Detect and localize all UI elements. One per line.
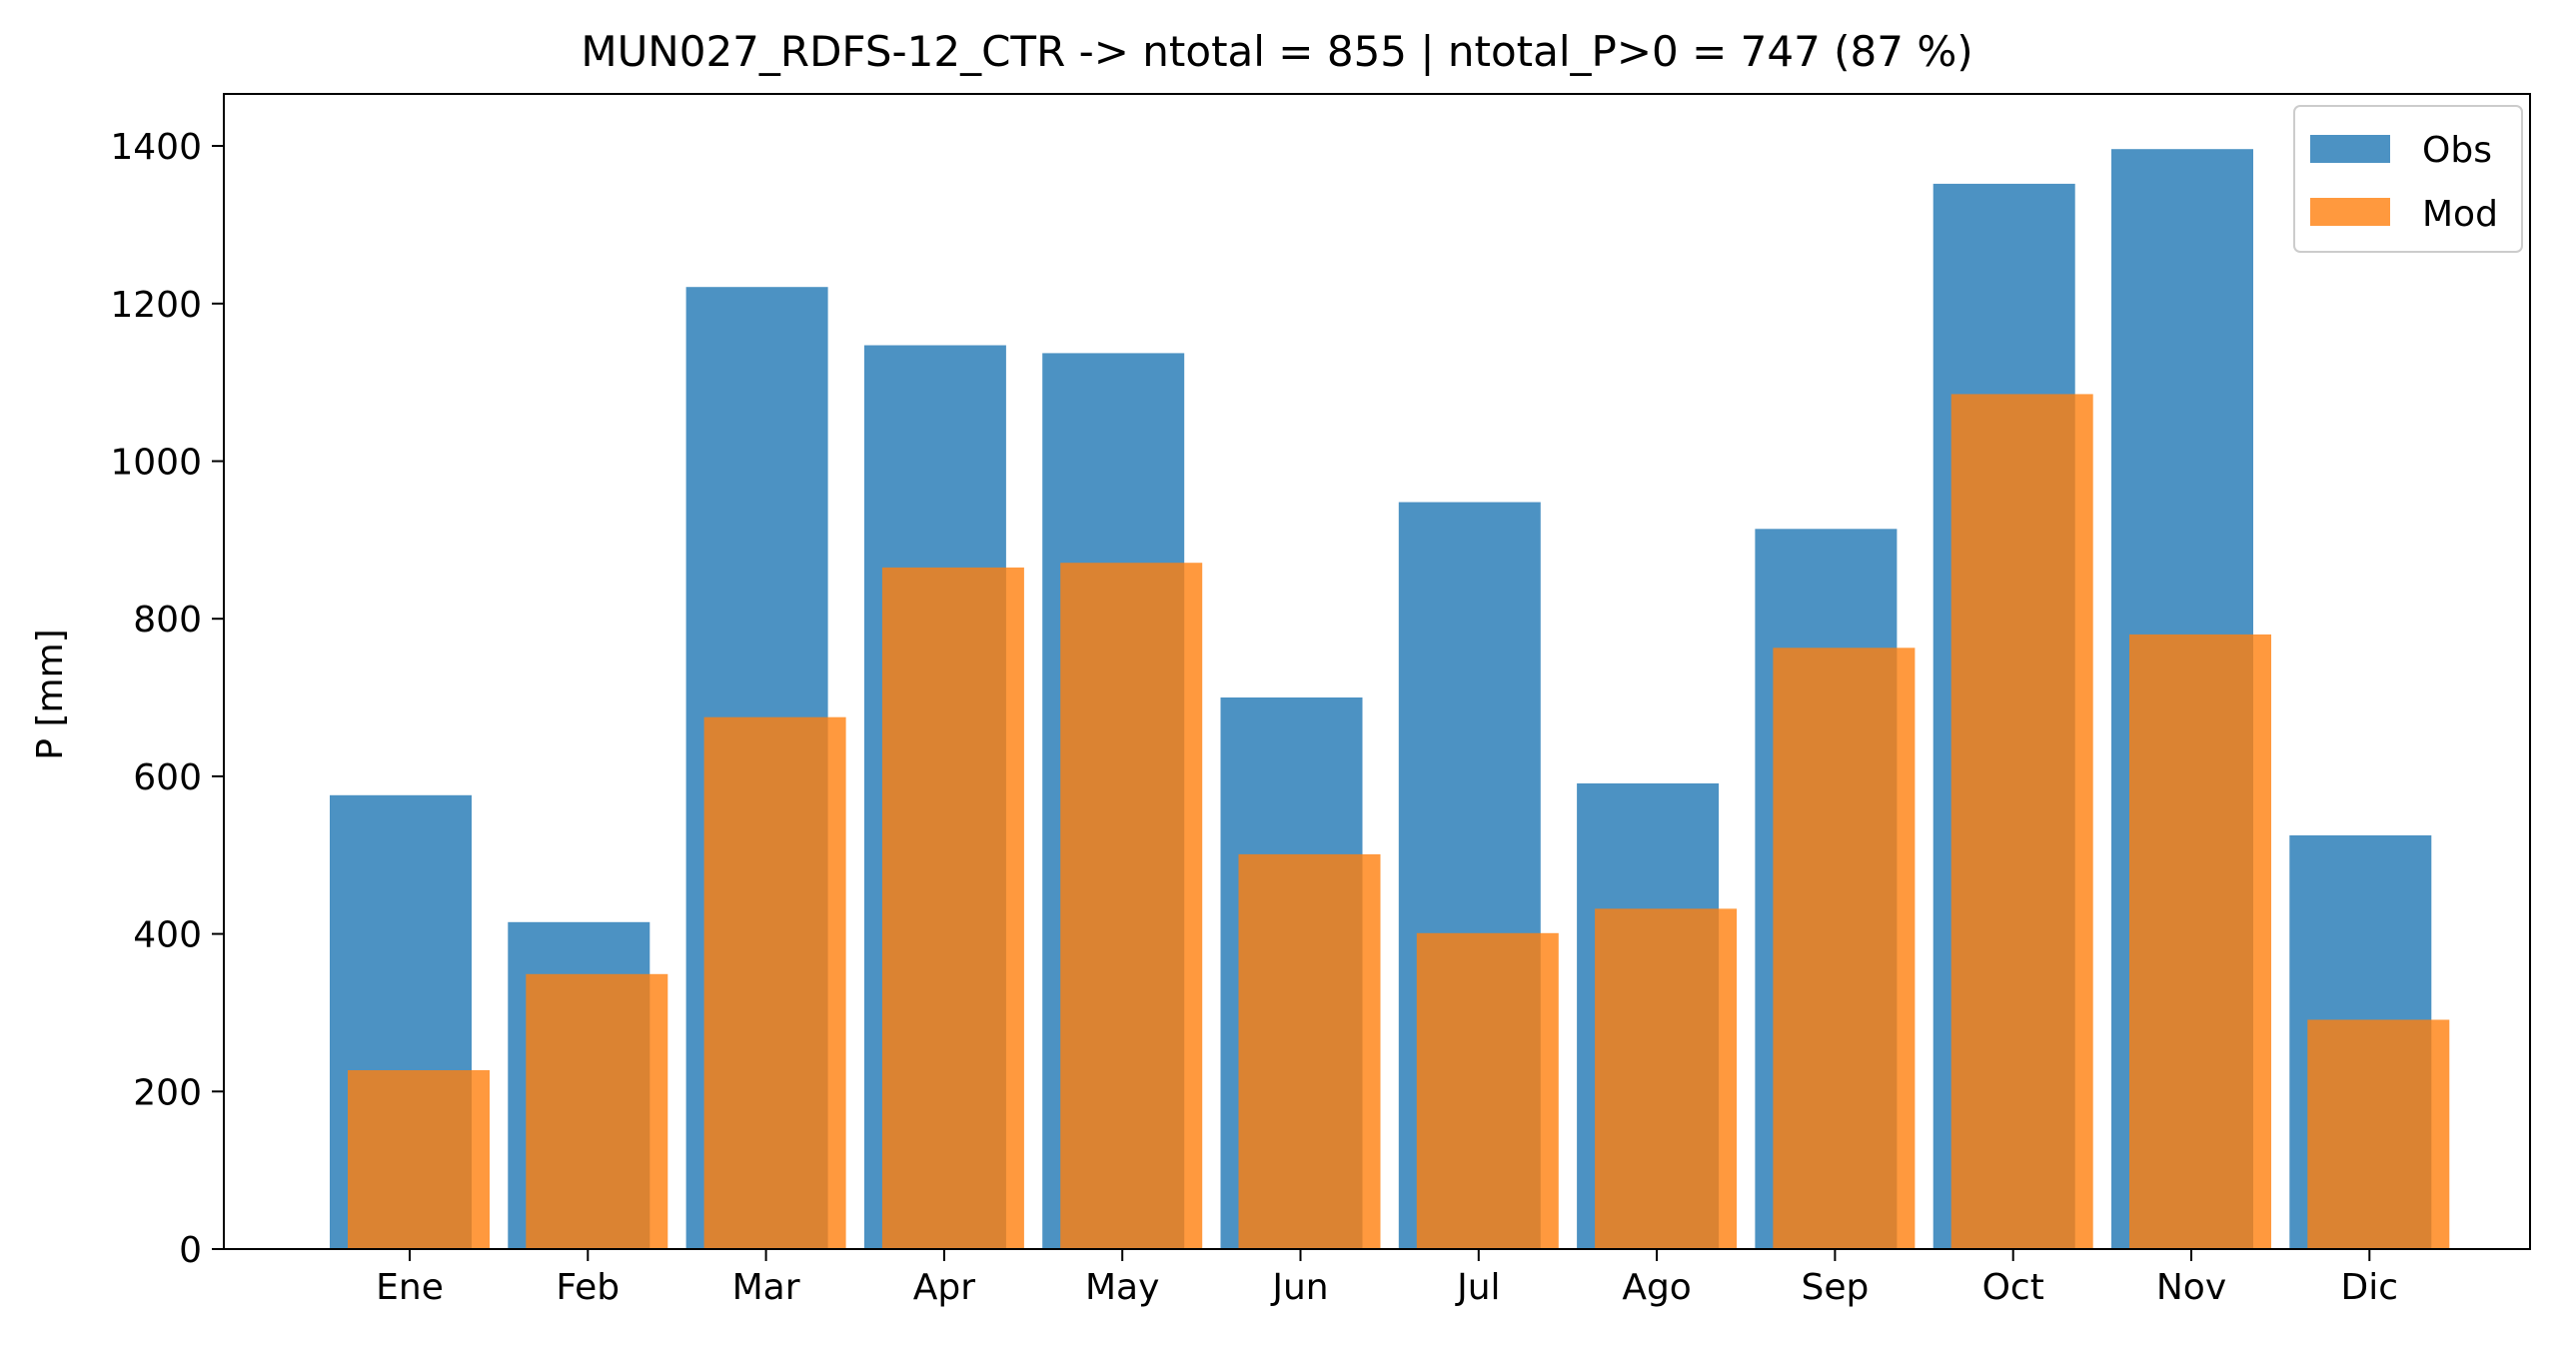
x-tick-label: May <box>1085 1267 1159 1308</box>
legend: Obs Mod <box>2293 105 2523 253</box>
y-axis-ticks: 0 200 400 600 800 1000 1200 1400 <box>110 127 224 1271</box>
y-tick-label: 1400 <box>110 127 202 168</box>
x-tick-label: Feb <box>556 1267 620 1308</box>
x-tick-label: Nov <box>2156 1267 2226 1308</box>
y-tick-label: 0 <box>179 1230 202 1271</box>
y-tick-label: 600 <box>133 757 202 798</box>
x-tick-label: Ago <box>1622 1267 1692 1308</box>
y-axis-label: P [mm] <box>30 629 71 759</box>
plot-frame <box>223 93 2531 1250</box>
bar-mod-sep <box>1773 648 1916 1249</box>
bars-layer <box>330 149 2450 1250</box>
bar-mod-ago <box>1595 908 1738 1249</box>
y-tick-label: 200 <box>133 1072 202 1113</box>
bar-mod-jul <box>1416 932 1559 1249</box>
legend-swatch-obs <box>2310 135 2390 163</box>
bar-mod-dic <box>2307 1019 2450 1249</box>
y-tick-label: 1200 <box>110 285 202 326</box>
x-tick-label: Dic <box>2341 1267 2399 1308</box>
bar-mod-mar <box>703 716 846 1249</box>
x-tick-label: Mar <box>732 1267 800 1308</box>
x-tick-label: Sep <box>1801 1267 1869 1308</box>
x-tick-label: Jul <box>1455 1267 1500 1308</box>
bar-mod-apr <box>881 567 1024 1249</box>
x-tick-label: Ene <box>376 1267 444 1308</box>
bar-mod-feb <box>526 973 668 1249</box>
y-tick-label: 400 <box>133 915 202 956</box>
bar-mod-oct <box>1950 394 2093 1249</box>
y-tick-label: 800 <box>133 600 202 641</box>
legend-label-obs: Obs <box>2422 130 2492 171</box>
chart-title: MUN027_RDFS-12_CTR -> ntotal = 855 | nto… <box>581 27 1972 76</box>
bar-mod-may <box>1060 563 1203 1249</box>
legend-label-mod: Mod <box>2422 194 2498 235</box>
legend-swatch-mod <box>2310 198 2390 226</box>
bar-mod-jun <box>1238 853 1381 1249</box>
y-tick-label: 1000 <box>110 443 202 484</box>
bar-mod-nov <box>2129 634 2271 1249</box>
bar-mod-ene <box>348 1070 490 1249</box>
x-axis-ticks: Ene Feb Mar Apr May Jun Jul Ago Sep Oct Nov Dic <box>376 1249 2398 1308</box>
x-tick-label: Apr <box>913 1267 975 1308</box>
x-tick-label: Jun <box>1270 1267 1328 1308</box>
x-tick-label: Oct <box>1982 1267 2044 1308</box>
